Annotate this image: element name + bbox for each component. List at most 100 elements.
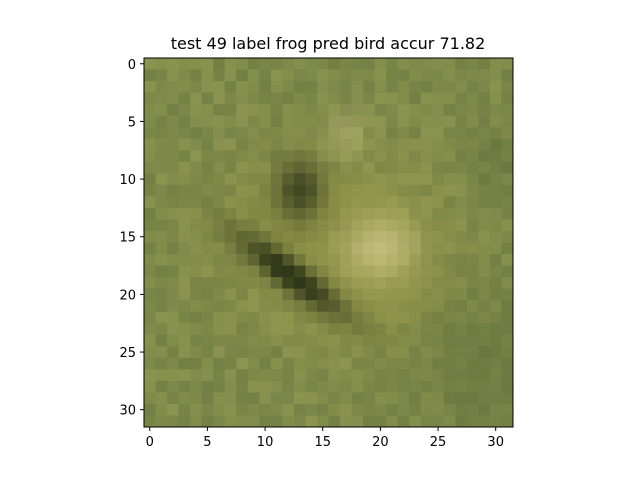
pixel	[247, 230, 260, 243]
pixel	[466, 334, 479, 347]
pixel	[455, 357, 468, 370]
pixel	[455, 242, 468, 255]
y-tick-label: 25	[119, 346, 136, 361]
pixel	[374, 288, 387, 301]
pixel	[443, 196, 456, 209]
pixel	[386, 69, 399, 82]
pixel	[432, 150, 445, 163]
pixel	[190, 92, 203, 105]
pixel	[190, 323, 203, 336]
pixel	[178, 58, 191, 70]
y-tick-label: 30	[119, 404, 136, 419]
pixel	[478, 254, 491, 266]
pixel	[501, 69, 514, 82]
pixel	[236, 392, 249, 405]
pixel	[316, 196, 329, 209]
pixel	[328, 415, 341, 428]
pixel	[328, 369, 341, 382]
pixel	[386, 184, 399, 197]
pixel	[466, 127, 479, 140]
pixel	[224, 184, 237, 197]
pixel	[190, 69, 203, 82]
pixel	[340, 150, 352, 163]
pixel	[489, 92, 502, 105]
pixel	[386, 369, 399, 382]
pixel	[201, 58, 214, 70]
pixel	[236, 415, 249, 428]
pixel	[501, 311, 514, 324]
pixel	[443, 392, 456, 405]
pixel	[363, 115, 376, 128]
pixel	[178, 380, 191, 393]
pixel	[305, 92, 318, 105]
pixel	[478, 161, 491, 174]
pixel	[305, 254, 318, 266]
pixel	[293, 150, 306, 163]
pixel	[489, 403, 502, 416]
pixel	[305, 369, 318, 382]
pixel	[466, 323, 479, 336]
pixel	[270, 161, 283, 174]
pixel	[236, 184, 249, 197]
pixel	[236, 81, 249, 93]
pixel	[374, 403, 387, 416]
pixel	[374, 242, 387, 255]
pixel	[259, 104, 272, 117]
pixel	[466, 346, 479, 359]
pixel	[201, 69, 214, 82]
pixel	[282, 104, 295, 117]
pixel	[374, 196, 387, 209]
pixel	[489, 369, 502, 382]
pixel	[397, 184, 410, 197]
pixel	[386, 138, 399, 151]
pixel	[167, 138, 179, 151]
pixel	[443, 288, 456, 301]
pixel	[478, 346, 491, 359]
pixel	[351, 115, 364, 128]
pixel	[190, 161, 203, 174]
pixel	[363, 334, 376, 347]
pixel	[443, 346, 456, 359]
pixel	[432, 300, 445, 313]
pixel	[420, 277, 433, 290]
pixel	[247, 219, 260, 232]
pixel	[282, 58, 295, 70]
pixel	[374, 115, 387, 128]
pixel	[178, 415, 191, 428]
pixel	[247, 207, 260, 220]
pixel	[224, 150, 237, 163]
pixel	[455, 92, 468, 105]
pixel	[432, 104, 445, 117]
pixel	[282, 161, 295, 174]
pixel	[340, 138, 352, 151]
pixel	[270, 58, 283, 70]
pixel	[213, 242, 226, 255]
pixel	[305, 242, 318, 255]
pixel	[351, 69, 364, 82]
pixel	[224, 127, 237, 140]
pixel	[178, 311, 191, 324]
pixel	[374, 369, 387, 382]
pixel	[144, 323, 156, 336]
pixel	[432, 323, 445, 336]
pixel	[201, 138, 214, 151]
pixel	[213, 138, 226, 151]
pixel	[293, 254, 306, 266]
pixel	[178, 334, 191, 347]
pixel	[374, 415, 387, 428]
pixel	[397, 92, 410, 105]
pixel	[409, 265, 422, 278]
pixel	[178, 392, 191, 405]
pixel	[374, 173, 387, 186]
pixel	[466, 311, 479, 324]
pixel	[213, 380, 226, 393]
pixel	[190, 392, 203, 405]
pixel	[282, 415, 295, 428]
pixel	[386, 207, 399, 220]
pixel	[397, 380, 410, 393]
pixel	[420, 173, 433, 186]
pixel	[316, 115, 329, 128]
pixel	[328, 58, 341, 70]
pixel	[466, 403, 479, 416]
pixel	[178, 161, 191, 174]
